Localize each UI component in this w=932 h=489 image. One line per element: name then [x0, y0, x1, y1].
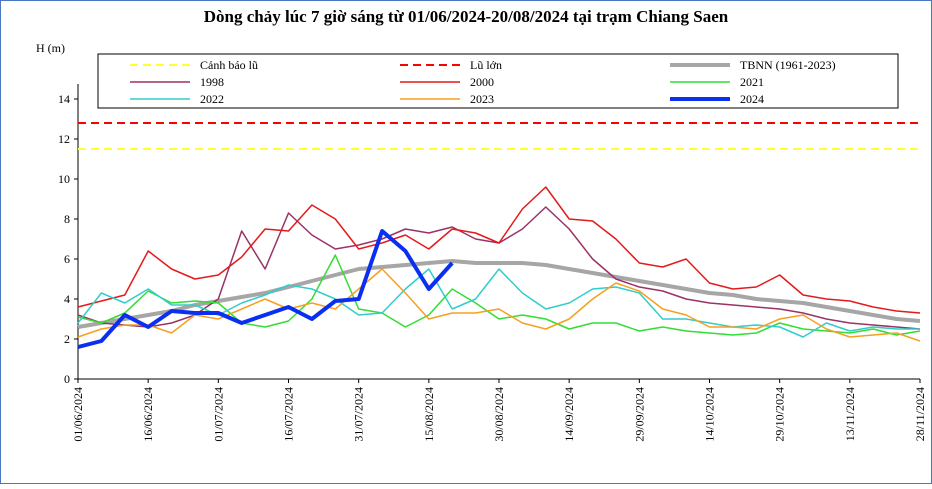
line-series: [77, 254, 921, 336]
y-tick-label: 10: [58, 172, 70, 186]
x-tick-label: 13/11/2024: [843, 387, 857, 441]
x-tick-label: 31/07/2024: [352, 387, 366, 442]
legend-label: 2024: [740, 92, 764, 106]
chart-title: Dòng chảy lúc 7 giờ sáng từ 01/06/2024-2…: [204, 7, 729, 26]
legend-label: 2022: [200, 92, 224, 106]
y-tick-label: 8: [64, 212, 70, 226]
legend-label: 2000: [470, 75, 494, 89]
y-tick-label: 4: [64, 292, 70, 306]
y-axis-label: H (m): [36, 41, 65, 55]
line-series: [77, 229, 454, 349]
x-tick-label: 29/10/2024: [773, 387, 787, 442]
x-tick-label: 14/10/2024: [703, 387, 717, 442]
x-tick-label: 16/06/2024: [141, 387, 155, 442]
line-series: [77, 186, 921, 314]
legend-label: Cảnh báo lũ: [200, 58, 258, 72]
legend-label: TBNN (1961-2023): [740, 58, 836, 72]
y-tick-label: 14: [58, 92, 70, 106]
x-tick-label: 29/09/2024: [632, 387, 646, 442]
x-tick-label: 01/07/2024: [211, 387, 225, 442]
legend-label: 2023: [470, 92, 494, 106]
y-tick-label: 0: [64, 372, 70, 386]
x-tick-label: 30/08/2024: [492, 387, 506, 442]
line-series: [77, 259, 921, 329]
legend-label: 1998: [200, 75, 224, 89]
y-tick-label: 2: [64, 332, 70, 346]
y-tick-label: 6: [64, 252, 70, 266]
x-tick-label: 01/06/2024: [71, 387, 85, 442]
legend: [97, 53, 899, 109]
x-tick-label: 28/11/2024: [913, 387, 927, 441]
y-tick-label: 12: [58, 132, 70, 146]
x-tick-label: 15/08/2024: [422, 387, 436, 442]
legend-label: Lũ lớn: [470, 58, 502, 72]
line-series: [77, 268, 921, 342]
x-tick-label: 16/07/2024: [282, 387, 296, 442]
legend-label: 2021: [740, 75, 764, 89]
x-tick-label: 14/09/2024: [562, 387, 576, 442]
